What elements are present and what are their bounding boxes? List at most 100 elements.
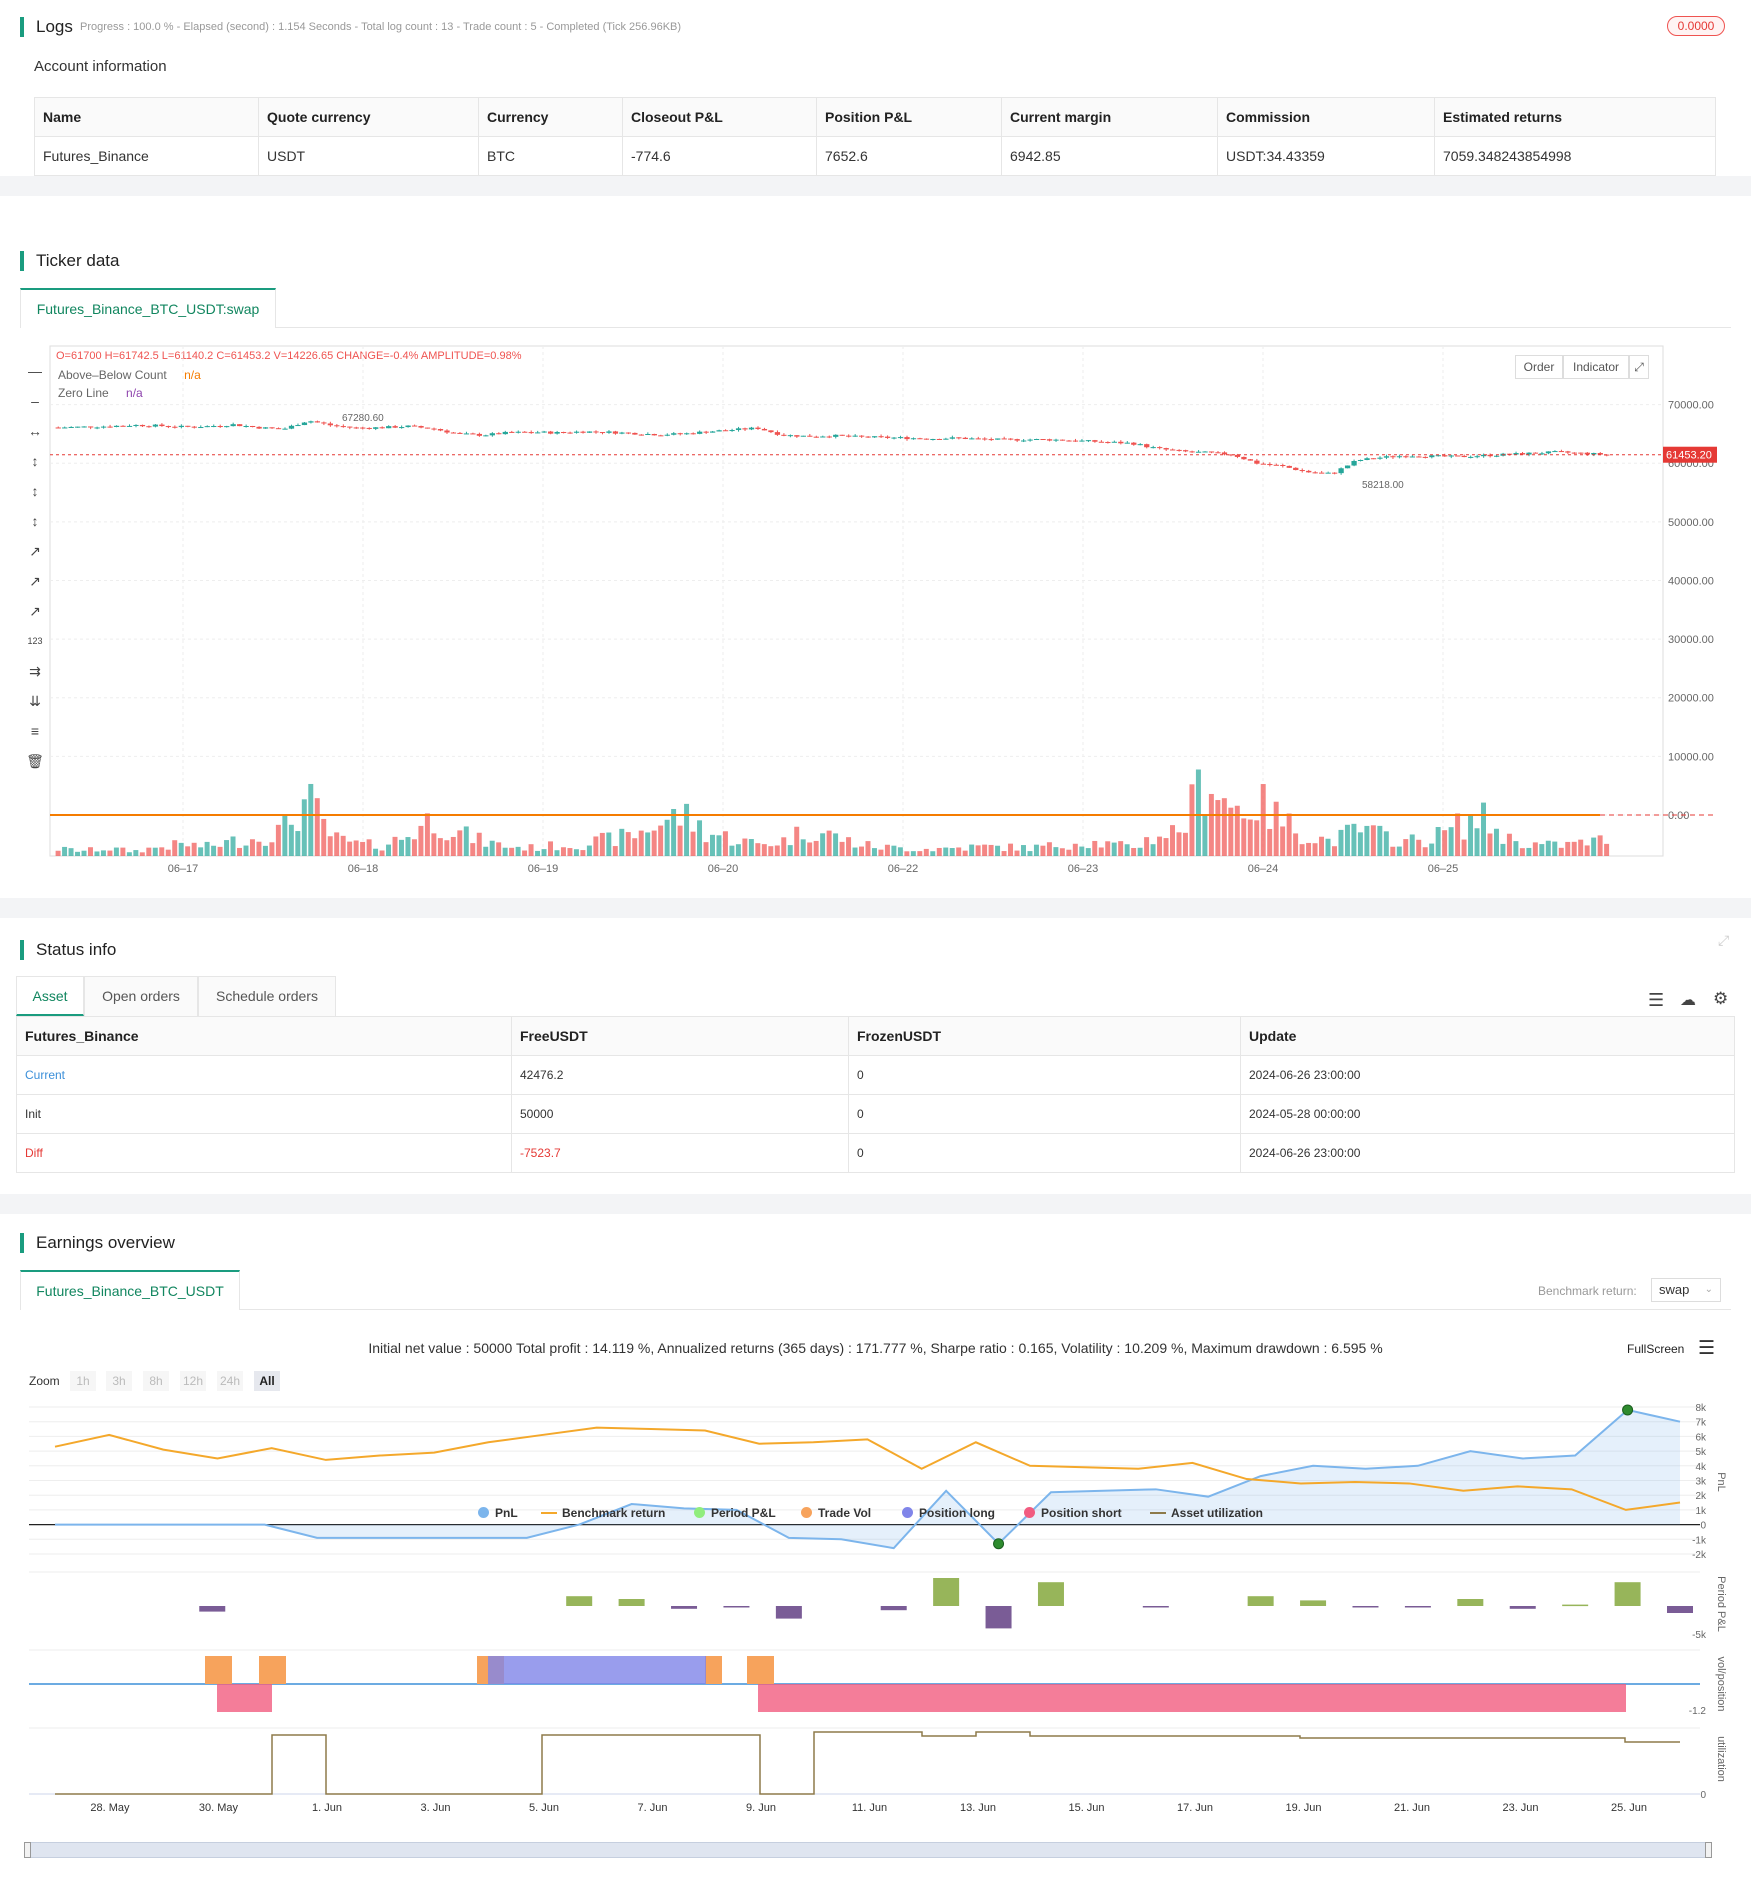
gear-icon[interactable]: ⚙	[1713, 989, 1729, 1008]
vertical-line-tool-icon[interactable]: ↕	[31, 453, 39, 469]
cloud-download-icon[interactable]: ☁	[1680, 992, 1696, 1009]
hamburger-menu-icon[interactable]: ☰	[1698, 1338, 1716, 1359]
volume-bar	[1008, 843, 1014, 856]
legend-position-short[interactable]: Position short	[1024, 1506, 1122, 1520]
volume-bar	[1455, 813, 1461, 856]
horizontal-line-tool-icon[interactable]: —	[28, 363, 42, 379]
volume-bar	[716, 835, 722, 856]
candle	[1150, 447, 1156, 449]
parallel-channel-tool-icon[interactable]: ⇉	[29, 663, 41, 679]
segment-tool-icon[interactable]: ↗	[29, 603, 41, 619]
vertical-ray-tool-icon[interactable]: ↕	[31, 513, 39, 529]
candle	[742, 428, 748, 430]
tab-open-orders[interactable]: Open orders	[84, 976, 198, 1016]
candle	[450, 432, 457, 434]
candle	[366, 427, 372, 429]
volume-bar	[139, 852, 145, 856]
ticker-tab[interactable]: Futures_Binance_BTC_USDT:swap	[20, 288, 276, 328]
fullscreen-button[interactable]: FullScreen	[1627, 1342, 1685, 1356]
volume-bar	[470, 843, 476, 856]
list-icon[interactable]: ☰	[1648, 990, 1665, 1010]
table-cell: -7523.7	[511, 1133, 849, 1173]
candle	[1331, 472, 1338, 474]
candle	[1195, 451, 1202, 453]
candle	[1545, 451, 1552, 454]
trend-line-tool-icon[interactable]: ↗	[29, 543, 41, 559]
legend-pnl[interactable]: PnL	[478, 1506, 518, 1520]
row-label-current[interactable]: Current	[16, 1055, 512, 1095]
volume-bar	[1293, 833, 1299, 856]
period-pnl-bar	[1667, 1606, 1693, 1613]
benchmark-select[interactable]: swap ⌄	[1651, 1278, 1721, 1302]
fib-tool-icon[interactable]: ⇊	[29, 693, 41, 709]
range-navigator[interactable]	[26, 1842, 1710, 1858]
candle	[62, 427, 68, 429]
order-button[interactable]: Order	[1515, 355, 1563, 379]
price-label-tool-icon[interactable]: 123	[27, 636, 43, 646]
legend-label: Position short	[1041, 1506, 1122, 1520]
candle	[515, 431, 521, 433]
candle	[548, 431, 554, 434]
ray-tool-icon[interactable]: ↗	[29, 573, 41, 589]
candle	[891, 437, 897, 439]
tab-asset[interactable]: Asset	[16, 976, 84, 1016]
volume-bar	[1597, 835, 1603, 856]
collapse-icon[interactable]: ⤢	[1718, 932, 1730, 948]
legend-position-long[interactable]: Position long	[902, 1506, 995, 1520]
col-header: FreeUSDT	[511, 1016, 849, 1056]
zoom-all[interactable]: All	[254, 1371, 280, 1391]
indicator-name: Above–Below Count	[58, 368, 167, 382]
zoom-12h[interactable]: 12h	[180, 1371, 206, 1391]
legend-trade-vol[interactable]: Trade Vol	[801, 1506, 871, 1520]
volume-bar	[340, 835, 346, 856]
candle	[340, 426, 346, 428]
indicator-button[interactable]: Indicator	[1563, 355, 1629, 379]
candle	[606, 431, 612, 433]
period-pnl-bar	[985, 1606, 1012, 1629]
y-tick-label: 4k	[1695, 1462, 1707, 1473]
navigator-handle-left[interactable]	[24, 1842, 31, 1858]
candle	[930, 438, 936, 440]
volume-bar	[703, 842, 709, 856]
legend-benchmark[interactable]: Benchmark return	[541, 1506, 665, 1520]
benchmark-label: Benchmark return:	[1538, 1284, 1637, 1298]
vertical-segment-tool-icon[interactable]: ↕	[31, 483, 39, 499]
volume-bar	[87, 847, 93, 856]
horizontal-ray-tool-icon[interactable]: –	[31, 393, 39, 409]
legend-asset-utilization[interactable]: Asset utilization	[1150, 1506, 1263, 1520]
volume-bar	[1319, 836, 1325, 856]
legend-label: Period P&L	[711, 1506, 776, 1520]
candle	[411, 425, 418, 427]
volume-bar	[839, 841, 845, 856]
candle	[781, 434, 787, 436]
trash-icon[interactable]: 🗑	[26, 753, 44, 769]
col-header: Current margin	[1001, 97, 1218, 137]
candlestick-chart: 70000.0060000.0050000.0040000.0030000.00…	[49, 345, 1717, 875]
zoom-3h[interactable]: 3h	[106, 1371, 132, 1391]
candle	[1014, 439, 1020, 441]
volume-bar	[573, 849, 579, 856]
legend-period-pnl[interactable]: Period P&L	[694, 1506, 776, 1520]
volume-bar	[366, 839, 372, 856]
earnings-tab[interactable]: Futures_Binance_BTC_USDT	[20, 1270, 240, 1310]
indicator-value: n/a	[126, 386, 143, 400]
volume-bar	[878, 849, 884, 856]
expand-icon[interactable]: ⤢	[1629, 355, 1649, 379]
zoom-8h[interactable]: 8h	[143, 1371, 169, 1391]
volume-bar	[1299, 844, 1305, 856]
tab-schedule-orders[interactable]: Schedule orders	[198, 976, 336, 1016]
cross-line-tool-icon[interactable]: ↔	[28, 423, 42, 439]
x-tick-label: 30. May	[199, 1802, 239, 1814]
navigator-handle-right[interactable]	[1705, 1842, 1712, 1858]
volume-bar	[580, 850, 586, 856]
candle	[1571, 452, 1578, 454]
fib-retracement-tool-icon[interactable]: ≡	[30, 723, 40, 739]
volume-bar	[936, 847, 942, 856]
volume-bar	[1325, 838, 1331, 856]
candle	[1046, 439, 1053, 441]
zoom-24h[interactable]: 24h	[217, 1371, 243, 1391]
candle	[1033, 439, 1040, 441]
zoom-1h[interactable]: 1h	[70, 1371, 96, 1391]
volume-bar	[956, 847, 962, 856]
period-pnl-bar	[618, 1599, 645, 1606]
